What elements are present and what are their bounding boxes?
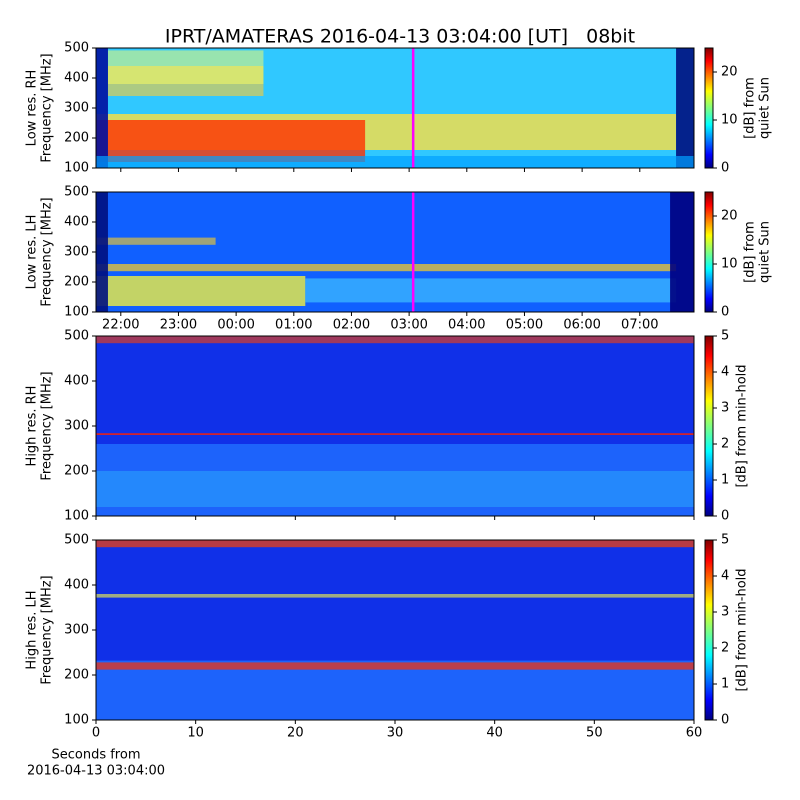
x-tick-label: 50 <box>586 726 603 741</box>
y-tick-label: 400 <box>64 71 89 86</box>
x-tick-label: 00:00 <box>217 318 254 333</box>
x-tick-label: 02:00 <box>333 318 370 333</box>
chart-title: IPRT/AMATERAS 2016-04-13 03:04:00 [UT] 0… <box>165 26 635 48</box>
colorbar-tick-label: 10 <box>721 113 738 128</box>
x-tick-label: 40 <box>486 726 503 741</box>
x-axis-label: Seconds from <box>51 748 140 763</box>
x-tick-label: 60 <box>686 726 703 741</box>
x-tick-label: 03:00 <box>390 318 427 333</box>
y-tick-label: 500 <box>64 329 89 344</box>
y-tick-label: 300 <box>64 419 89 434</box>
x-axis-label: 2016-04-13 03:04:00 <box>27 764 165 779</box>
axis-label: Low res. RH <box>25 70 40 147</box>
y-tick-label: 300 <box>64 101 89 116</box>
colorbar-tick-label: 5 <box>721 329 729 344</box>
x-tick-label: 23:00 <box>160 318 197 333</box>
colorbar <box>704 539 714 721</box>
colorbar <box>704 191 714 313</box>
heatmap <box>96 444 694 516</box>
heatmap <box>676 48 694 168</box>
colorbar-tick-label: 20 <box>721 209 738 224</box>
y-tick-label: 300 <box>64 623 89 638</box>
y-tick-label: 500 <box>64 41 89 56</box>
y-tick-label: 200 <box>64 131 89 146</box>
heatmap <box>96 594 694 598</box>
y-tick-label: 100 <box>64 509 89 524</box>
colorbar-tick-label: 1 <box>721 677 729 692</box>
axis-label: [dB] from <box>743 221 758 283</box>
colorbar-tick-label: 2 <box>721 437 729 452</box>
axis-label: Frequency [MHz] <box>40 53 55 162</box>
axis-label: quiet Sun <box>758 221 773 283</box>
colorbar <box>704 47 714 169</box>
y-tick-label: 300 <box>64 245 89 260</box>
heatmap <box>96 192 108 312</box>
heatmap <box>305 278 677 303</box>
colorbar-tick-label: 0 <box>721 509 729 524</box>
axis-label: Frequency [MHz] <box>40 197 55 306</box>
y-tick-label: 500 <box>64 185 89 200</box>
heatmap <box>96 540 694 548</box>
colorbar <box>704 335 714 517</box>
axis-label: High res. RH <box>25 386 40 467</box>
x-tick-label: 06:00 <box>563 318 600 333</box>
colorbar-tick-label: 4 <box>721 569 729 584</box>
axis-label: [dB] from min-hold <box>735 568 750 691</box>
x-tick-label: 20 <box>287 726 304 741</box>
x-tick-label: 10 <box>187 726 204 741</box>
heatmap <box>96 660 694 720</box>
axis-label: Frequency [MHz] <box>40 371 55 480</box>
heatmap <box>96 336 694 344</box>
x-tick-label: 04:00 <box>448 318 485 333</box>
axis-label: [dB] from <box>743 77 758 139</box>
axis-label: quiet Sun <box>758 77 773 139</box>
colorbar-tick-label: 0 <box>721 713 729 728</box>
heatmap <box>96 156 694 168</box>
y-tick-label: 400 <box>64 215 89 230</box>
heatmap <box>670 192 694 312</box>
colorbar-tick-label: 2 <box>721 641 729 656</box>
heatmap <box>96 471 694 507</box>
colorbar-tick-label: 3 <box>721 605 729 620</box>
heatmap <box>96 264 677 272</box>
x-tick-label: 22:00 <box>102 318 139 333</box>
y-tick-label: 400 <box>64 578 89 593</box>
x-tick-label: 07:00 <box>621 318 658 333</box>
colorbar-tick-label: 20 <box>721 65 738 80</box>
heatmap <box>96 120 366 162</box>
heatmap <box>96 276 306 306</box>
colorbar-tick-label: 3 <box>721 401 729 416</box>
x-tick-label: 30 <box>387 726 404 741</box>
x-tick-label: 01:00 <box>275 318 312 333</box>
colorbar-tick-label: 0 <box>721 305 729 320</box>
heatmap <box>96 662 694 670</box>
heatmap <box>96 48 108 168</box>
y-tick-label: 100 <box>64 161 89 176</box>
axis-label: [dB] from min-hold <box>735 364 750 487</box>
colorbar-tick-label: 4 <box>721 365 729 380</box>
axis-label: Low res. LH <box>25 215 40 290</box>
y-tick-label: 200 <box>64 668 89 683</box>
y-tick-label: 100 <box>64 305 89 320</box>
heatmap <box>107 50 264 84</box>
axis-label: High res. LH <box>25 590 40 669</box>
colorbar-tick-label: 10 <box>721 257 738 272</box>
colorbar-tick-label: 0 <box>721 161 729 176</box>
heatmap <box>96 433 694 435</box>
heatmap <box>96 237 216 245</box>
y-tick-label: 400 <box>64 374 89 389</box>
y-tick-label: 200 <box>64 275 89 290</box>
y-tick-label: 500 <box>64 533 89 548</box>
x-tick-label: 05:00 <box>506 318 543 333</box>
y-tick-label: 200 <box>64 464 89 479</box>
x-tick-label: 0 <box>92 726 100 741</box>
colorbar-tick-label: 1 <box>721 473 729 488</box>
y-tick-label: 100 <box>64 713 89 728</box>
axis-label: Frequency [MHz] <box>40 575 55 684</box>
colorbar-tick-label: 5 <box>721 533 729 548</box>
